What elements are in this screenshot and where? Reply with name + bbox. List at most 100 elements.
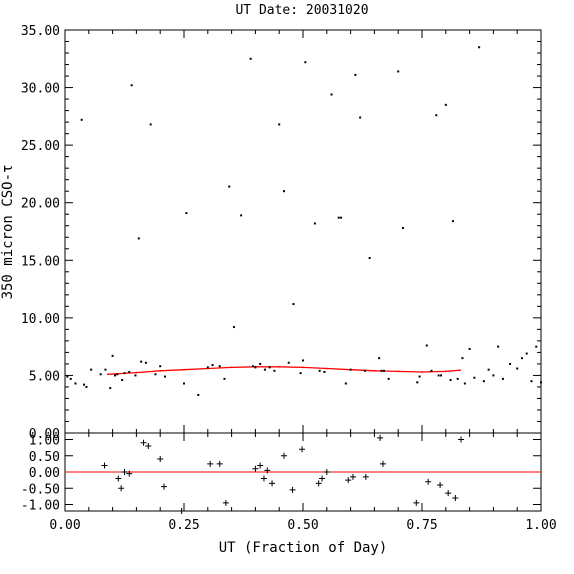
data-point [463, 382, 466, 385]
data-point [130, 84, 133, 87]
data-point [149, 123, 152, 126]
data-point [344, 382, 347, 385]
data-point [444, 103, 447, 106]
fit-vertex [397, 370, 400, 373]
data-point [218, 365, 221, 368]
data-point [263, 368, 266, 371]
main-y-tick-label: 30.00 [21, 82, 60, 97]
data-point [111, 354, 114, 357]
data-point [137, 237, 140, 240]
data-point [440, 374, 443, 377]
data-point [509, 362, 512, 365]
data-point [134, 374, 137, 377]
data-point [278, 123, 281, 126]
data-point [90, 368, 93, 371]
fit-vertex [159, 369, 162, 372]
fit-vertex [302, 366, 304, 369]
residual-point [379, 460, 386, 467]
main-y-tick-label: 10.00 [21, 312, 60, 327]
data-point [525, 352, 528, 355]
data-point [85, 385, 88, 388]
data-point [254, 366, 257, 369]
x-axis-label: UT (Fraction of Day) [219, 540, 388, 556]
residual-point [252, 465, 259, 472]
data-point [66, 375, 69, 378]
data-point [140, 360, 143, 363]
fit-vertex [183, 368, 185, 371]
data-point [540, 381, 542, 384]
residual-point [280, 452, 287, 459]
x-tick-labels: 0.00 0.25 0.50 0.75 1.00 [49, 518, 556, 533]
data-point [349, 368, 352, 371]
residual-y-tick-label: 1.00 [29, 434, 60, 449]
residual-axis-ticks [64, 433, 542, 511]
main-fit-line [106, 365, 461, 376]
data-point [487, 368, 490, 371]
residual-point [437, 482, 444, 488]
main-y-tick-label: 5.00 [29, 369, 60, 384]
residual-y-tick-label: 0.50 [29, 450, 60, 465]
data-point [154, 373, 157, 376]
residual-y-tick-label: 0.00 [29, 466, 60, 481]
x-tick-label: 0.00 [49, 518, 80, 533]
residual-point [121, 469, 128, 475]
x-tick-label: 0.75 [406, 518, 437, 533]
data-point [116, 373, 119, 376]
data-point [240, 214, 243, 217]
data-point [268, 366, 271, 369]
residual-data-points [101, 434, 465, 514]
data-point [530, 380, 533, 383]
residual-point [260, 475, 267, 482]
chart-title: UT Date: 20031020 [235, 3, 368, 18]
data-point [354, 73, 357, 76]
data-point [273, 369, 276, 372]
data-point [159, 365, 162, 368]
residual-plot: -1.00-0.500.000.501.00 0.00 0.25 0.50 0.75 1… [21, 432, 557, 556]
residual-y-tick-labels: -1.00 -0.500.000.501.00 [21, 434, 60, 514]
residual-point [207, 460, 214, 467]
residual-point [269, 480, 276, 487]
data-point [482, 380, 485, 383]
data-point [340, 216, 343, 219]
x-tick-label: 1.00 [525, 518, 556, 533]
data-point [123, 372, 126, 375]
residual-y-tick-label: -1.00 [21, 499, 60, 514]
data-point [368, 256, 371, 259]
data-point [337, 216, 340, 219]
data-point [144, 361, 147, 364]
residual-point [118, 485, 125, 492]
data-point [425, 344, 428, 347]
residual-point [319, 475, 326, 482]
residual-point [362, 473, 369, 480]
main-plot: 0.00 5.00 10.00 15.00 20.00 25.00 30.00 35.00 3… [0, 24, 542, 442]
data-point [183, 382, 185, 385]
fit-vertex [373, 369, 376, 372]
data-point [437, 374, 440, 377]
main-y-tick-label: 0.00 [29, 427, 60, 442]
data-point [69, 377, 72, 380]
data-point [456, 377, 459, 380]
data-point [228, 185, 231, 188]
data-point [497, 345, 500, 348]
data-point [520, 357, 523, 360]
data-point [323, 370, 326, 373]
data-point [313, 222, 316, 225]
fit-vertex [459, 369, 461, 372]
main-y-tick-label: 15.00 [21, 254, 60, 269]
data-point [104, 368, 107, 371]
residual-y-tick-label: -0.50 [21, 482, 60, 497]
data-point [449, 379, 452, 382]
residual-point [101, 462, 108, 469]
fit-vertex [230, 366, 233, 369]
data-point [451, 220, 454, 223]
fit-vertex [278, 365, 281, 368]
residual-point [257, 462, 264, 469]
residual-point [222, 499, 229, 506]
residual-point [452, 495, 459, 501]
data-point [468, 347, 471, 350]
main-y-tick-label: 35.00 [21, 24, 60, 39]
residual-point [323, 469, 330, 475]
data-point [259, 362, 262, 365]
residual-point [157, 456, 164, 462]
